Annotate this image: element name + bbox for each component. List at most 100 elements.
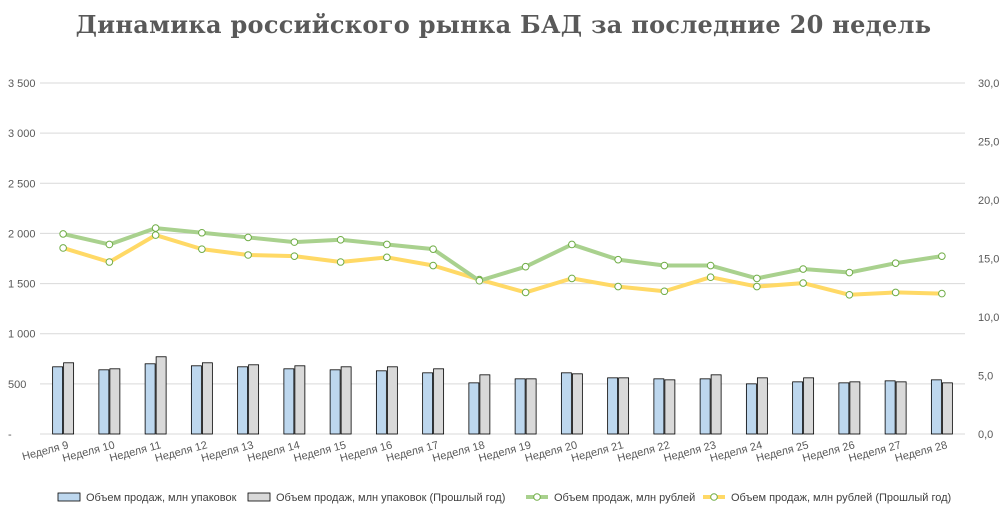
legend: Объем продаж, млн упаковок Объем продаж, … — [57, 492, 951, 504]
series-line — [61, 233, 944, 297]
bar — [884, 380, 896, 435]
line-point — [59, 244, 67, 252]
line-point — [845, 268, 854, 277]
bar — [756, 377, 768, 435]
line-point — [244, 251, 252, 259]
line-point — [753, 274, 761, 283]
bar — [710, 374, 722, 435]
line-point — [383, 240, 391, 249]
category-label: Неделя 13 — [200, 439, 255, 464]
left-tick-label: 1 000 — [8, 329, 36, 341]
line-point — [244, 233, 252, 242]
line-point — [614, 255, 622, 264]
bar — [144, 363, 156, 435]
category-label: Неделя 16 — [339, 439, 394, 464]
bar — [422, 372, 434, 435]
left-tick-label: 3 500 — [8, 78, 36, 90]
line-point — [151, 224, 160, 232]
line-point — [290, 238, 299, 246]
line-point — [706, 261, 715, 270]
right-tick-label: 0,0 — [978, 429, 993, 441]
line-point — [891, 259, 900, 267]
right-tick-label: 15,0 — [978, 254, 999, 266]
bar — [803, 377, 815, 435]
bar — [895, 381, 907, 435]
bar — [792, 381, 804, 435]
category-label: Неделя 23 — [662, 439, 717, 464]
legend-label: Объем продаж, млн рублей — [554, 492, 695, 504]
line-point — [938, 252, 946, 260]
category-label: Неделя 19 — [477, 439, 532, 464]
line-point — [938, 289, 946, 298]
series-line — [61, 226, 944, 283]
line-point — [198, 228, 206, 237]
legend-label: Объем продаж, млн упаковок (Прошлый год) — [276, 492, 505, 504]
bar — [930, 379, 942, 435]
category-label: Неделя 12 — [154, 439, 209, 464]
line-point — [614, 282, 622, 291]
line-point — [799, 279, 807, 287]
category-label: Неделя 25 — [755, 439, 810, 464]
line-point — [521, 262, 530, 271]
bar — [329, 369, 341, 435]
bar — [745, 383, 757, 435]
left-tick-label: 3 000 — [8, 128, 36, 140]
gridlines — [40, 82, 965, 435]
left-axis: - 500 1 000 1 500 2 000 2 500 3 000 3 500 — [8, 78, 36, 441]
category-label: Неделя 11 — [108, 439, 162, 464]
legend-swatch — [57, 492, 81, 502]
right-tick-label: 20,0 — [978, 195, 999, 207]
bar — [838, 382, 850, 435]
line-point — [475, 276, 484, 285]
bar — [433, 368, 445, 435]
right-axis: 0,0 5,0 10,0 15,0 20,0 25,0 30,0 — [978, 78, 999, 441]
line-point — [336, 235, 345, 244]
bar — [294, 365, 306, 435]
bar — [560, 372, 572, 435]
line-point — [799, 265, 807, 273]
line-point — [568, 240, 576, 249]
bar — [699, 378, 711, 435]
category-label: Неделя 17 — [385, 439, 440, 464]
bar — [155, 356, 167, 435]
right-tick-label: 30,0 — [978, 78, 999, 90]
line-point — [660, 287, 669, 296]
left-tick-label: 1 500 — [8, 279, 36, 291]
legend-marker — [710, 493, 718, 501]
bar — [52, 366, 64, 435]
line-point — [706, 273, 715, 282]
bar — [190, 365, 202, 435]
line-point — [521, 288, 530, 297]
line-point — [891, 288, 900, 297]
line-point — [429, 261, 437, 270]
legend-label: Объем продаж, млн упаковок — [86, 492, 237, 504]
category-label: Неделя 27 — [847, 439, 902, 464]
line-point — [151, 231, 160, 239]
bar — [375, 370, 387, 435]
line-point — [105, 240, 114, 249]
bar — [386, 366, 398, 435]
bar — [849, 381, 861, 435]
line-point — [753, 282, 761, 291]
left-tick-label: - — [8, 429, 12, 441]
line-point — [429, 245, 437, 253]
bar — [98, 369, 110, 435]
legend-swatch — [247, 492, 271, 502]
category-label: Неделя 18 — [431, 439, 486, 464]
legend-label: Объем продаж, млн рублей (Прошлый год) — [731, 492, 951, 504]
category-label: Неделя 21 — [570, 439, 625, 464]
bar — [340, 366, 352, 435]
left-tick-label: 2 000 — [8, 228, 36, 240]
bar — [109, 368, 121, 435]
line-point — [845, 290, 854, 299]
bar — [201, 362, 213, 435]
category-label: Неделя 26 — [801, 439, 856, 464]
right-tick-label: 25,0 — [978, 137, 999, 149]
left-tick-label: 2 500 — [8, 178, 36, 190]
category-label: Неделя 24 — [709, 439, 764, 464]
right-tick-label: 5,0 — [978, 371, 993, 383]
category-label: Неделя 15 — [292, 439, 347, 464]
legend-marker — [533, 493, 541, 501]
bar — [283, 368, 295, 435]
